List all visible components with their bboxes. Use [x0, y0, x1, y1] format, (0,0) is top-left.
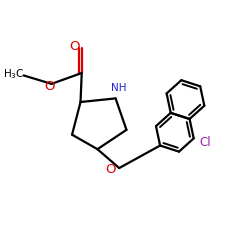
Text: O: O: [44, 80, 55, 93]
Text: Cl: Cl: [200, 136, 211, 148]
Text: H$_3$C: H$_3$C: [3, 67, 24, 81]
Text: NH: NH: [111, 83, 126, 93]
Text: O: O: [70, 40, 80, 53]
Text: O: O: [105, 163, 115, 176]
